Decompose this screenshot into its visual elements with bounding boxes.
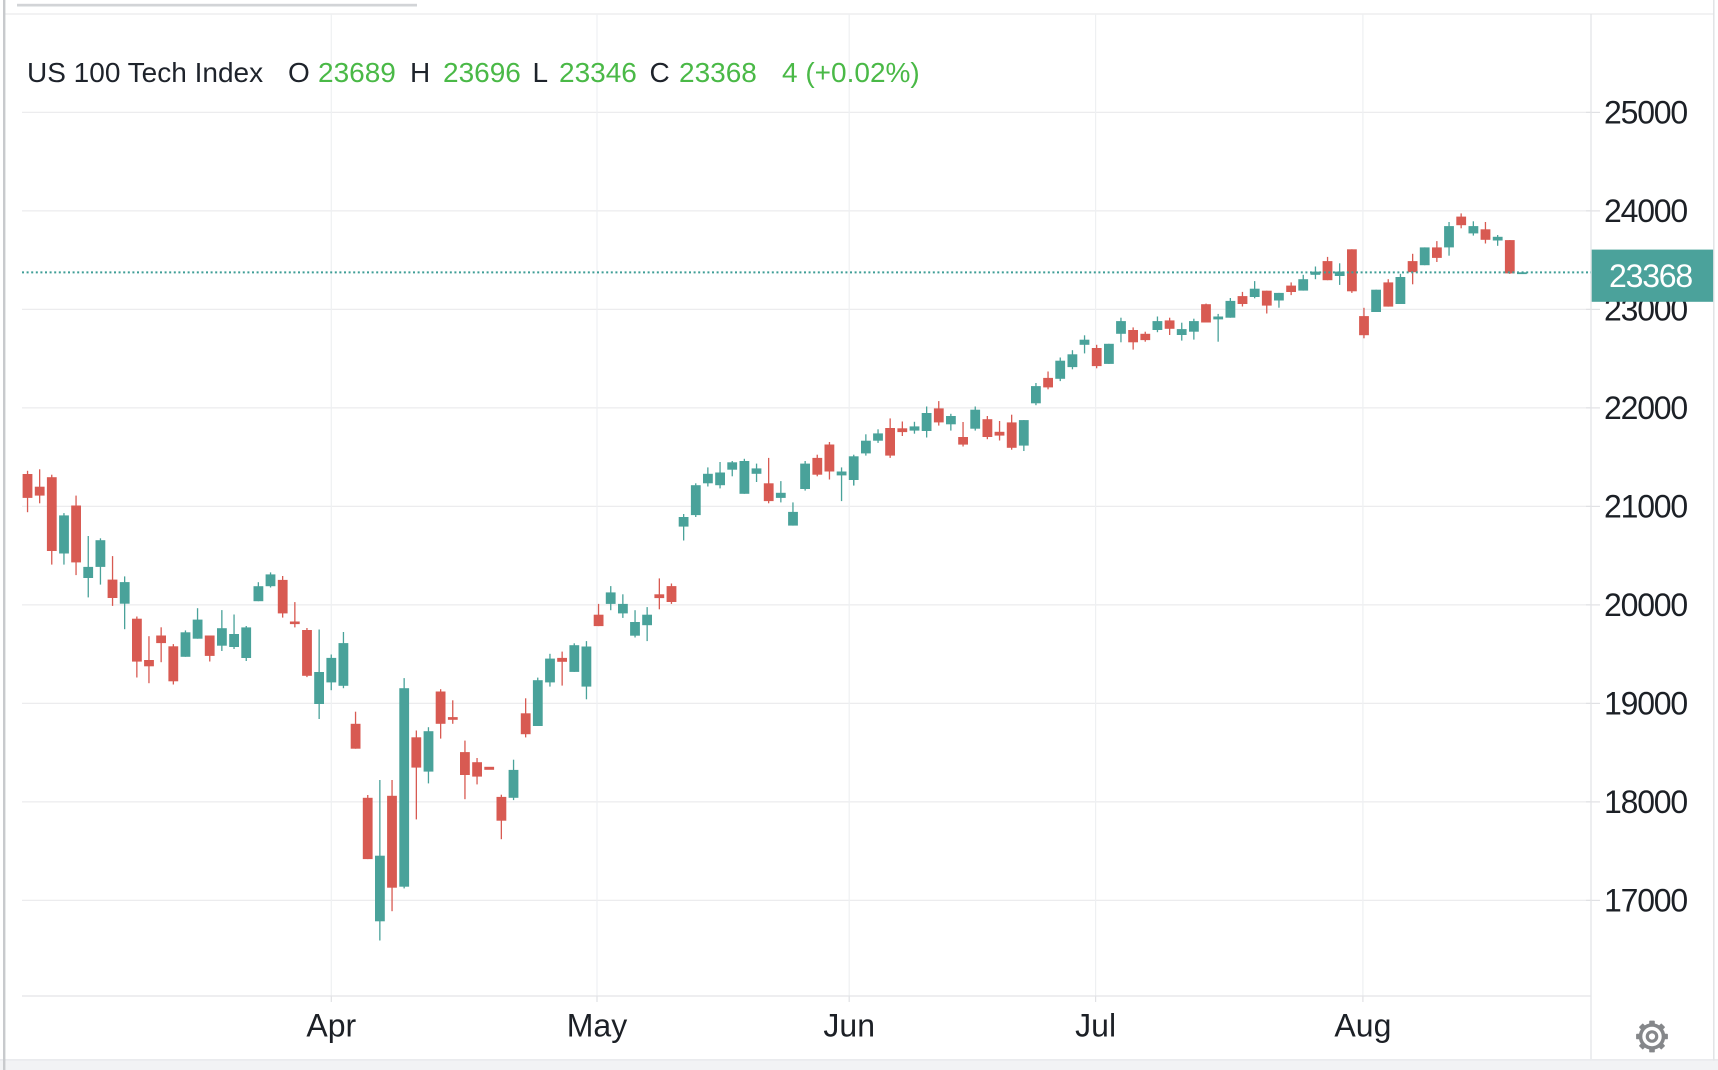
svg-text:23368: 23368 — [1609, 258, 1692, 294]
svg-text:18000: 18000 — [1604, 784, 1687, 820]
svg-text:20000: 20000 — [1604, 587, 1687, 623]
svg-text:19000: 19000 — [1604, 686, 1687, 722]
svg-text:23689: 23689 — [318, 57, 396, 88]
svg-text:21000: 21000 — [1604, 489, 1687, 525]
svg-text:Jun: Jun — [823, 1008, 875, 1044]
svg-text:O: O — [288, 57, 310, 88]
svg-text:H: H — [410, 57, 430, 88]
svg-text:4 (+0.02%): 4 (+0.02%) — [782, 57, 920, 88]
svg-text:17000: 17000 — [1604, 883, 1687, 919]
svg-text:C: C — [650, 57, 670, 88]
svg-text:23368: 23368 — [679, 57, 757, 88]
svg-text:US 100 Tech Index: US 100 Tech Index — [27, 57, 263, 88]
svg-text:23696: 23696 — [443, 57, 521, 88]
svg-text:24000: 24000 — [1604, 193, 1687, 229]
svg-text:Apr: Apr — [306, 1008, 356, 1044]
svg-text:23346: 23346 — [559, 57, 637, 88]
svg-text:22000: 22000 — [1604, 390, 1687, 426]
svg-text:Aug: Aug — [1334, 1008, 1391, 1044]
svg-text:Jul: Jul — [1075, 1008, 1116, 1044]
svg-text:May: May — [567, 1008, 627, 1044]
svg-text:L: L — [533, 57, 549, 88]
svg-text:25000: 25000 — [1604, 95, 1687, 131]
